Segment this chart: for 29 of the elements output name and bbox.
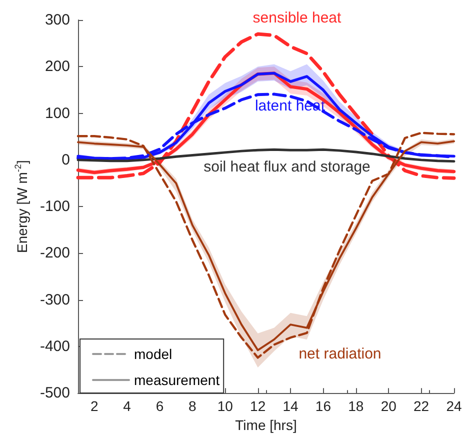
x-tick-label: 2 — [90, 398, 98, 414]
x-tick-label: 4 — [123, 398, 132, 414]
y-tick-label: 0 — [62, 151, 70, 168]
y-axis-title: Energy [W m-2] — [13, 160, 30, 253]
x-tick-label: 10 — [217, 398, 234, 414]
x-tick-label: 14 — [282, 398, 299, 414]
x-tick-label: 6 — [156, 398, 164, 414]
x-tick-label: 18 — [348, 398, 364, 414]
x-tick-label: 20 — [380, 398, 397, 414]
y-tick-label: 300 — [44, 12, 70, 28]
x-tick-label: 8 — [188, 398, 197, 414]
x-tick-label: 12 — [250, 398, 266, 414]
annotation: net radiation — [298, 346, 382, 362]
y-tick-label: -500 — [40, 384, 70, 402]
y-tick-label: -400 — [40, 338, 70, 355]
y-tick-label: -200 — [40, 244, 70, 262]
legend-label: model — [134, 346, 172, 362]
line-series — [76, 32, 456, 180]
x-tick-label: 24 — [446, 398, 462, 414]
x-tick-label: 22 — [414, 398, 430, 414]
x-tick-label: 16 — [315, 398, 332, 414]
y-tick-label: -300 — [40, 291, 70, 308]
annotation: soil heat flux and storage — [204, 158, 370, 176]
annotation: sensible heat — [252, 10, 342, 26]
legend-label: measurement — [134, 372, 220, 388]
y-tick-label: 200 — [44, 58, 70, 76]
y-tick-label: 100 — [44, 104, 70, 122]
x-axis-title: Time [hrs] — [235, 417, 297, 433]
y-tick-label: -100 — [40, 198, 70, 216]
